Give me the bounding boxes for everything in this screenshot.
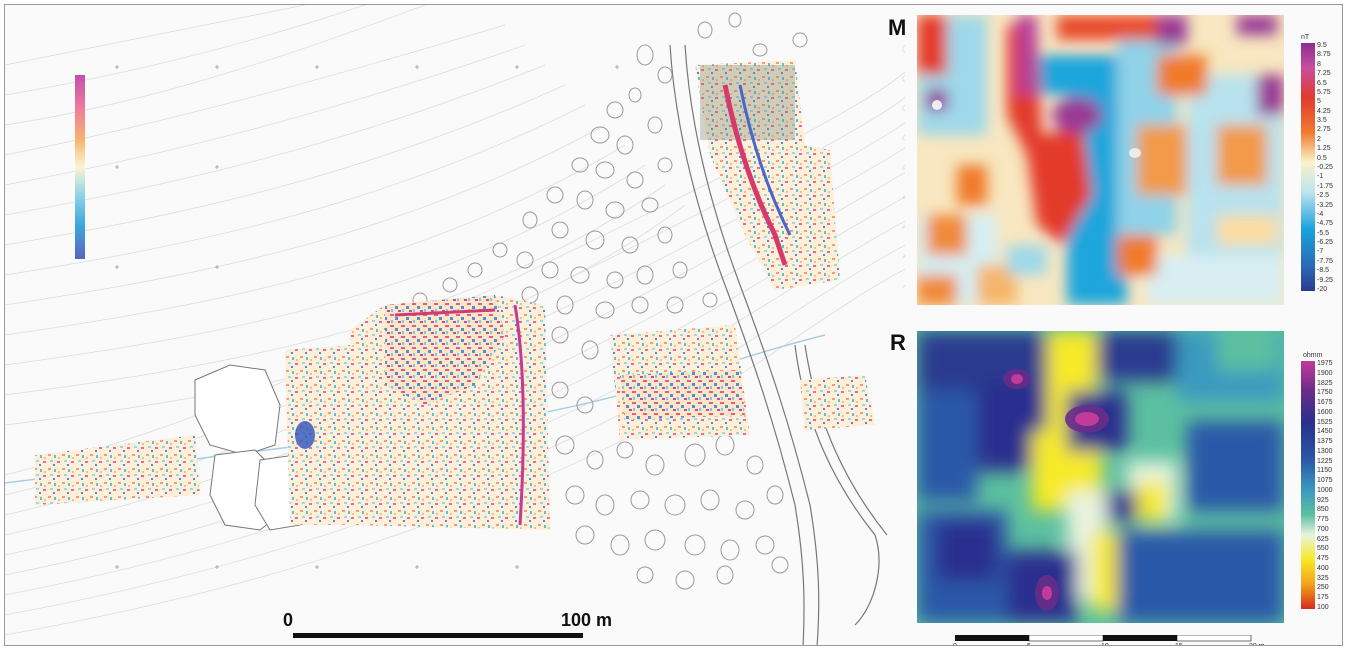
m-tick-label: -7 (1317, 248, 1324, 256)
r-tick-label: 775 (1317, 516, 1329, 524)
r-tick-label: 475 (1317, 555, 1329, 563)
m-tick-label: -4.75 (1317, 220, 1333, 228)
r-tick-label: 1750 (1317, 389, 1333, 397)
r-tick-label: 250 (1317, 584, 1329, 592)
r-tick-label: 1075 (1317, 477, 1333, 485)
panel-scale-label: 10 (1101, 643, 1109, 645)
r-tick-label: 1900 (1317, 369, 1333, 377)
r-tick-label: 550 (1317, 545, 1329, 553)
panel-scale-bar (955, 635, 1252, 642)
r-tick-label: 925 (1317, 496, 1329, 504)
m-tick-label: -4 (1317, 210, 1324, 218)
r-tick-label: 1450 (1317, 428, 1333, 436)
r-tick-label: 175 (1317, 594, 1329, 602)
panel-r-label: R (890, 330, 906, 355)
panel-m-unit: nT (1301, 34, 1310, 41)
r-tick-label: 625 (1317, 535, 1329, 543)
m-tick-label: -0.25 (1317, 164, 1333, 171)
r-tick-label: 1150 (1317, 467, 1333, 475)
m-tick-label: 9.5 (1317, 42, 1327, 49)
r-tick-label: 1225 (1317, 457, 1333, 465)
m-tick-label: 2 (1317, 135, 1321, 143)
panel-r-colorbar (1301, 361, 1315, 609)
resistivity-panel (917, 331, 1284, 623)
road-edges (669, 44, 888, 645)
r-tick-label: 1300 (1317, 447, 1333, 455)
r-tick-label: 700 (1317, 525, 1329, 533)
m-tick-label: 5.75 (1317, 88, 1331, 96)
m-tick-label: -20 (1317, 286, 1328, 293)
r-tick-label: 1375 (1317, 438, 1333, 446)
r-tick-label: 850 (1317, 506, 1329, 514)
panel-r-unit: ohmm (1303, 352, 1323, 359)
panel-scale-label: 0 (953, 643, 957, 645)
m-tick-label: -3.25 (1317, 201, 1333, 209)
m-tick-label: -9.25 (1317, 276, 1333, 284)
m-tick-label: 4.25 (1317, 107, 1331, 115)
burial-mounds (361, 12, 808, 590)
grid-crosses (115, 65, 619, 569)
m-tick-label: -6.25 (1317, 239, 1333, 247)
main-scale-bar (293, 633, 583, 638)
panel-scale-label: 15 (1175, 643, 1183, 645)
scale-start-label: 0 (283, 610, 294, 630)
m-tick-label: 5 (1317, 98, 1321, 106)
panel-m-colorbar (1301, 43, 1315, 291)
r-tick-label: 400 (1317, 564, 1329, 572)
panel-scale-label: 5 (1027, 643, 1031, 645)
survey-blocks (35, 60, 875, 530)
scale-end-label: 100 m (561, 610, 613, 630)
m-tick-label: -1 (1317, 173, 1324, 181)
m-tick-label: 0.5 (1317, 154, 1327, 162)
m-tick-label: 8 (1317, 60, 1321, 68)
m-tick-label: 7.25 (1317, 70, 1331, 78)
r-tick-label: 1825 (1317, 379, 1333, 387)
site-map (5, 5, 905, 645)
m-tick-label: -1.75 (1317, 182, 1333, 190)
panel-scale-label: 20 m (1249, 643, 1265, 645)
magnetometry-panel (917, 15, 1284, 305)
m-tick-label: -2.5 (1317, 192, 1330, 200)
r-tick-label: 1525 (1317, 418, 1333, 426)
r-tick-label: 1600 (1317, 408, 1333, 416)
m-tick-label: 8.75 (1317, 51, 1331, 59)
figure-frame: 0 100 m M (4, 4, 1343, 646)
m-tick-label: 1.25 (1317, 145, 1331, 153)
r-tick-label: 1000 (1317, 486, 1333, 494)
map-color-legend (75, 75, 85, 259)
r-tick-label: 100 (1317, 604, 1329, 611)
m-tick-label: 3.5 (1317, 117, 1327, 125)
m-tick-label: 6.5 (1317, 79, 1327, 87)
r-tick-label: 1675 (1317, 399, 1333, 407)
panel-m-label: M (888, 15, 907, 40)
r-tick-label: 1975 (1317, 360, 1333, 367)
m-tick-label: -8.5 (1317, 267, 1330, 275)
m-tick-label: -7.75 (1317, 257, 1333, 265)
r-tick-label: 325 (1317, 574, 1329, 582)
m-tick-label: 2.75 (1317, 126, 1331, 134)
m-tick-label: -5.5 (1317, 229, 1330, 237)
